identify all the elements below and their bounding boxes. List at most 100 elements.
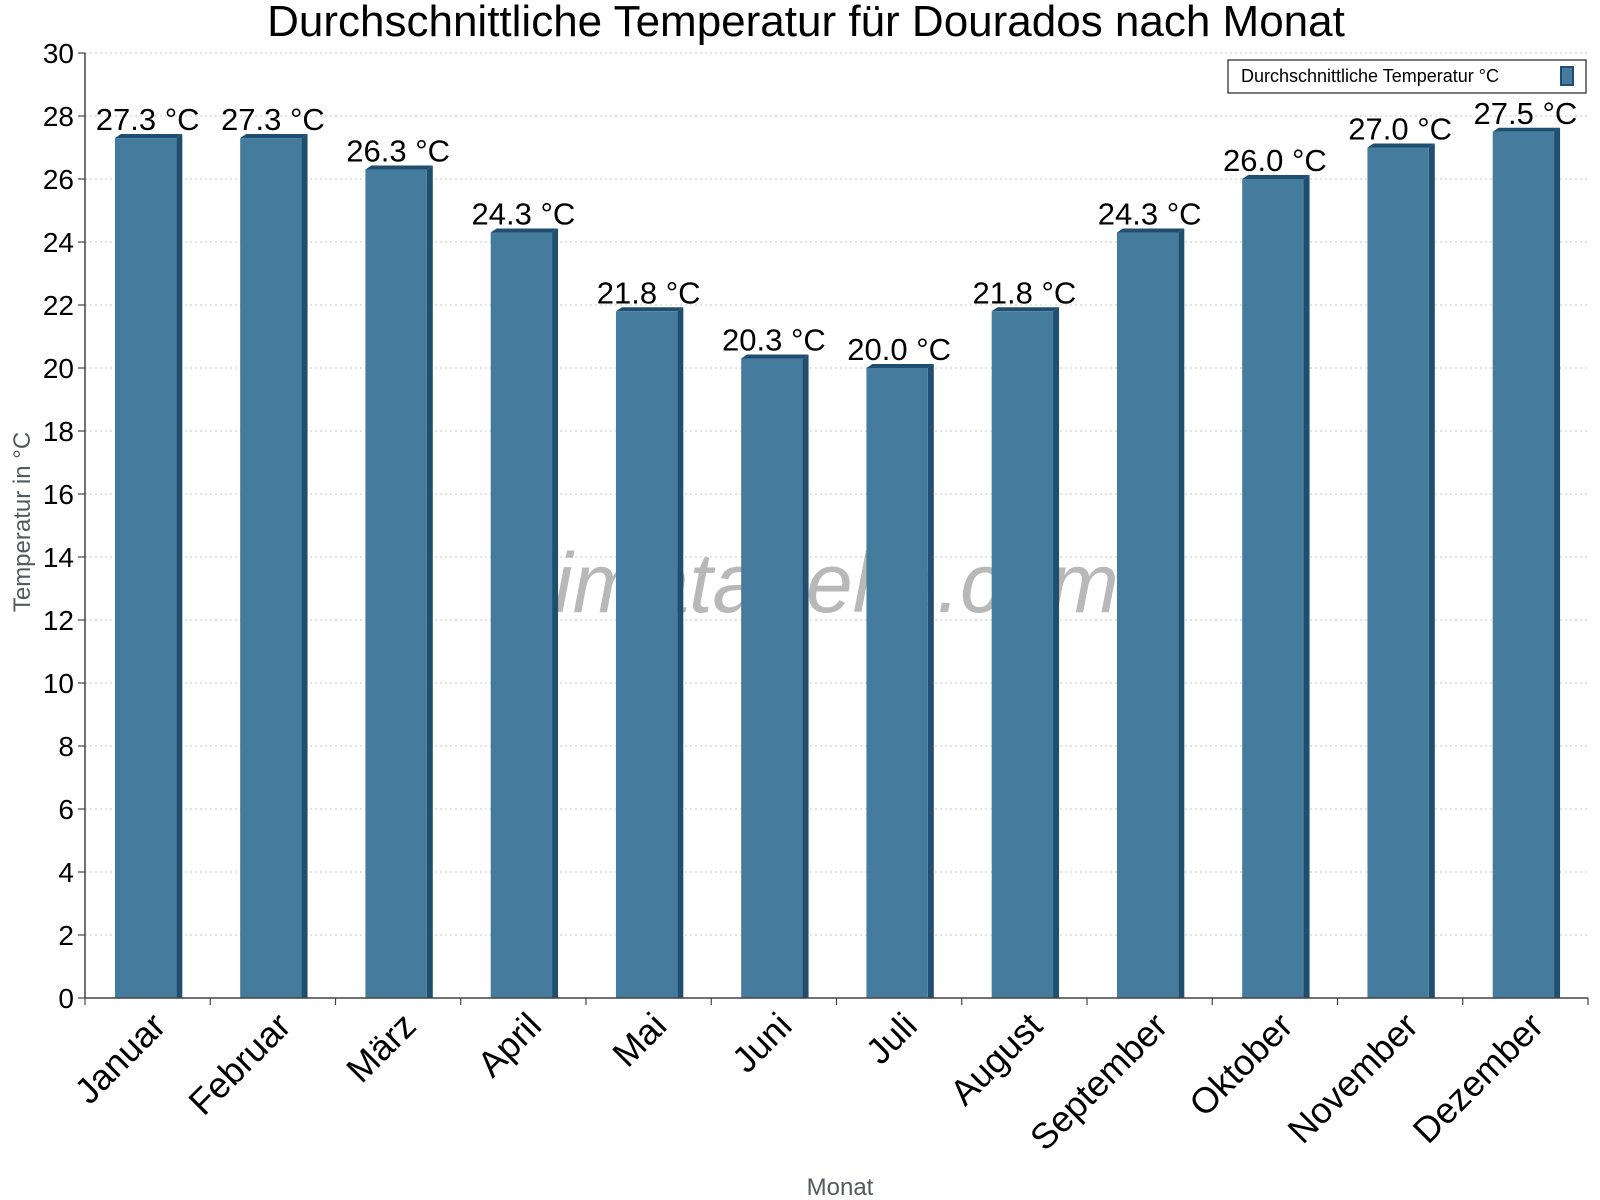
- bar-front: [1367, 147, 1429, 998]
- legend: Durchschnittliche Temperatur °C: [1227, 59, 1587, 94]
- x-tick-label: Februar: [180, 1005, 298, 1123]
- bar-top: [991, 307, 1060, 312]
- bar-top: [490, 228, 559, 233]
- y-tick-label: 16: [43, 479, 74, 510]
- y-tick-label: 8: [58, 731, 74, 762]
- bar-side: [301, 134, 308, 999]
- bar-side: [1303, 175, 1310, 998]
- y-tick-label: 28: [43, 101, 74, 132]
- data-label: 21.8 °C: [597, 275, 701, 310]
- bar: [1492, 127, 1561, 998]
- data-label: 20.3 °C: [722, 323, 826, 358]
- bar: [991, 307, 1060, 998]
- y-tick-label: 4: [58, 857, 74, 888]
- bar: [615, 307, 684, 998]
- bar-front: [490, 232, 553, 999]
- bars: [114, 127, 1561, 999]
- x-tick-label: April: [469, 1005, 549, 1085]
- data-label: 26.0 °C: [1223, 143, 1327, 178]
- bar-top: [741, 354, 809, 359]
- bar-front: [1242, 179, 1304, 998]
- bar-top: [866, 364, 934, 368]
- y-tick-label: 26: [43, 164, 74, 195]
- data-label: 27.3 °C: [96, 102, 200, 137]
- bar-top: [240, 134, 308, 139]
- bar-side: [426, 165, 433, 999]
- data-label: 21.8 °C: [973, 275, 1077, 310]
- data-label: 27.0 °C: [1348, 112, 1452, 147]
- bar: [114, 134, 183, 999]
- bar-side: [1178, 228, 1185, 999]
- y-tick-label: 0: [58, 983, 74, 1014]
- y-tick-label: 30: [43, 38, 74, 69]
- y-tick-label: 14: [43, 542, 74, 573]
- axes: [78, 52, 1589, 1005]
- x-tick-label: November: [1279, 1005, 1425, 1151]
- bar-side: [552, 228, 559, 999]
- bar-front: [741, 358, 803, 998]
- x-axis-title: Monat: [807, 1174, 874, 1200]
- bar-front: [866, 368, 928, 998]
- legend-box: [1227, 59, 1587, 94]
- bar-top: [1116, 228, 1185, 233]
- y-axis-title: Temperatur in °C: [9, 432, 36, 612]
- x-tick-label: August: [942, 1005, 1050, 1113]
- data-labels: 27.3 °C 27.3 °C 26.3 °C 24.3 °C 21.8 °C 20.3 …: [96, 96, 1577, 367]
- legend-label: Durchschnittliche Temperatur °C: [1241, 66, 1499, 86]
- legend-swatch: [1560, 66, 1574, 86]
- data-label: 27.5 °C: [1474, 96, 1578, 131]
- data-label: 24.3 °C: [1098, 197, 1202, 232]
- y-tick-label: 22: [43, 290, 74, 321]
- bar-side: [677, 307, 684, 998]
- bar: [365, 165, 433, 999]
- bar: [1367, 143, 1435, 998]
- y-tick-label: 24: [43, 227, 74, 258]
- bar: [866, 364, 934, 998]
- gridlines: [85, 52, 1588, 936]
- bar-top: [365, 165, 433, 170]
- y-tick-label: 18: [43, 416, 74, 447]
- data-label: 24.3 °C: [472, 197, 576, 232]
- x-tick-label: Oktober: [1181, 1005, 1301, 1125]
- bar-top: [1492, 127, 1561, 132]
- bar-side: [802, 354, 809, 998]
- x-tick-label: März: [338, 1005, 424, 1091]
- bar-front: [365, 169, 427, 999]
- bar: [240, 134, 308, 999]
- bar-front: [615, 311, 678, 998]
- bar-side: [1554, 127, 1561, 998]
- y-tick-label: 10: [43, 668, 74, 699]
- data-label: 26.3 °C: [346, 134, 450, 169]
- bar-top: [615, 307, 684, 312]
- y-tick-label: 12: [43, 605, 74, 636]
- bar-side: [176, 134, 183, 999]
- bar-front: [1492, 131, 1555, 998]
- x-tick-label: September: [1022, 1005, 1176, 1159]
- bar-side: [1053, 307, 1060, 998]
- data-label: 27.3 °C: [221, 102, 325, 137]
- x-tick-label: Juli: [858, 1005, 925, 1072]
- bar-side: [1428, 143, 1435, 998]
- chart-title: Durchschnittliche Temperatur für Dourado…: [267, 0, 1345, 46]
- bar: [1116, 228, 1185, 999]
- bar-front: [114, 138, 177, 999]
- x-tick-label: Juni: [724, 1005, 800, 1081]
- y-tick-label: 6: [58, 794, 74, 825]
- bar: [490, 228, 559, 999]
- bar-top: [114, 134, 183, 139]
- bar: [741, 354, 809, 998]
- bar-front: [991, 311, 1054, 998]
- bar-front: [240, 138, 302, 999]
- x-tick-labels: Januar Februar März April Mai Juni Juli AugustS…: [66, 1005, 1551, 1159]
- y-tick-label: 20: [43, 353, 74, 384]
- bar-top: [1367, 143, 1435, 148]
- bar-top: [1242, 175, 1310, 179]
- x-tick-label: Dezember: [1405, 1005, 1551, 1151]
- y-tick-label: 2: [58, 920, 74, 951]
- x-tick-label: Januar: [66, 1005, 173, 1112]
- x-tick-label: Mai: [604, 1005, 674, 1075]
- bar: [1242, 175, 1310, 998]
- bar-front: [1116, 232, 1179, 999]
- bar-side: [927, 364, 934, 998]
